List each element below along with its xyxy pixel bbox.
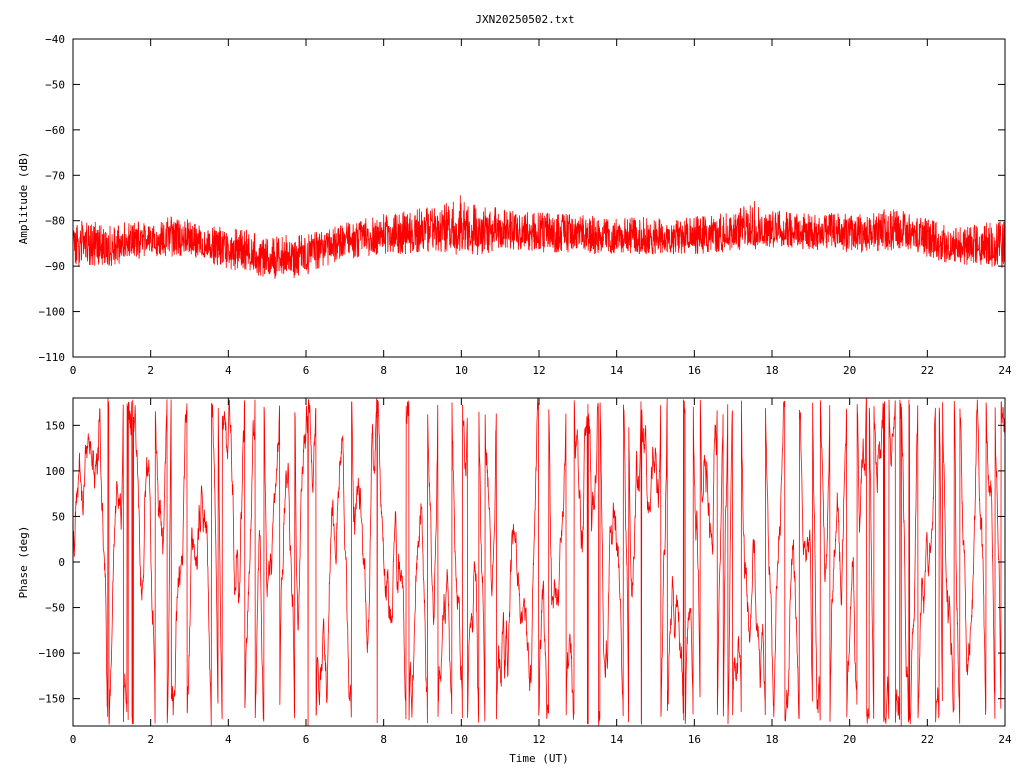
- y-tick-label: −90: [45, 260, 65, 273]
- phase-series: [73, 398, 1005, 726]
- x-tick-label: 10: [455, 733, 468, 746]
- x-tick-label: 18: [765, 364, 778, 377]
- y-tick-label: 100: [45, 465, 65, 478]
- phase-x-ticks: 0 2 4 6 8 10 12 14 16 18 20 22 24: [70, 398, 1012, 746]
- x-tick-label: 16: [688, 364, 701, 377]
- x-tick-label: 6: [303, 364, 310, 377]
- x-tick-label: 12: [532, 364, 545, 377]
- y-tick-label: 0: [58, 556, 65, 569]
- amplitude-plot-area: −40−50−60−70−80−90−100−110 0 2 4 6 8 10 12 14 16…: [17, 33, 1012, 377]
- y-tick-label: −50: [45, 602, 65, 615]
- x-tick-label: 24: [998, 733, 1012, 746]
- y-tick-label: −70: [45, 169, 65, 182]
- phase-y-ticks: 150 100 50 0 −50 −100 −150: [39, 419, 1005, 706]
- x-tick-label: 10: [455, 364, 468, 377]
- x-tick-label: 2: [147, 364, 154, 377]
- x-tick-label: 0: [70, 364, 77, 377]
- y-tick-label: −150: [39, 693, 66, 706]
- y-tick-label: 50: [52, 510, 65, 523]
- x-tick-label: 22: [921, 364, 934, 377]
- phase-trace: [73, 398, 1005, 726]
- x-tick-label: 22: [921, 733, 934, 746]
- x-tick-label: 16: [688, 733, 701, 746]
- x-tick-label: 8: [380, 733, 387, 746]
- x-tick-label: 14: [610, 733, 624, 746]
- amplitude-trace: [73, 195, 1005, 279]
- phase-y-axis-label: Phase (deg): [17, 526, 30, 599]
- x-tick-label: 12: [532, 733, 545, 746]
- y-tick-label: −100: [39, 647, 66, 660]
- amplitude-y-ticks: −40 −50 −60 −70 −80 −90 −100 −110: [39, 33, 1005, 364]
- phase-x-axis-label: Time (UT): [509, 752, 569, 765]
- y-tick-label: −40: [45, 33, 65, 46]
- x-tick-label: 18: [765, 733, 778, 746]
- x-tick-label: 4: [225, 364, 232, 377]
- x-tick-label: 4: [225, 733, 232, 746]
- amplitude-x-ticks: 0 2 4 6 8 10 12 14 16 18 20 22 24: [70, 39, 1012, 377]
- y-tick-label: 150: [45, 419, 65, 432]
- x-tick-label: 0: [70, 733, 77, 746]
- x-tick-label: 24: [998, 364, 1012, 377]
- x-tick-label: 2: [147, 733, 154, 746]
- x-tick-label: 14: [610, 364, 624, 377]
- amplitude-y-axis-label: Amplitude (dB): [17, 152, 30, 245]
- x-tick-label: 20: [843, 364, 856, 377]
- y-tick-label: −80: [45, 215, 65, 228]
- amplitude-series: [73, 195, 1005, 279]
- x-tick-label: 8: [380, 364, 387, 377]
- chart-title: JXN20250502.txt: [475, 13, 574, 26]
- x-tick-label: 20: [843, 733, 856, 746]
- y-tick-label: −110: [39, 351, 66, 364]
- y-tick-label: −60: [45, 124, 65, 137]
- y-tick-label: −50: [45, 78, 65, 91]
- x-tick-label: 6: [303, 733, 310, 746]
- y-tick-label: −100: [39, 306, 66, 319]
